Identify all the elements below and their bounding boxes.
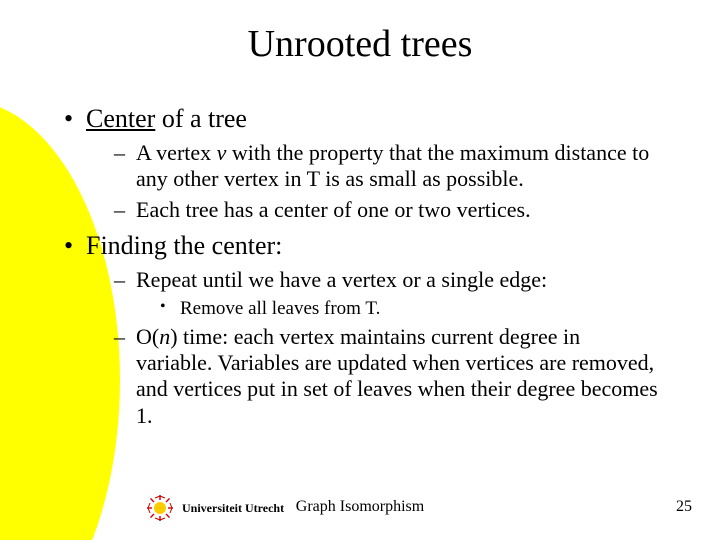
bullet-center-count: Each tree has a center of one or two ver… — [136, 197, 660, 223]
text-bigo-pre: O( — [136, 324, 159, 349]
bullet-remove-leaves: Remove all leaves from T. — [180, 298, 660, 320]
bullet-finding-center: Finding the center: — [86, 231, 680, 261]
text-v-italic: v — [217, 140, 227, 165]
bullet-vertex-definition: A vertex v with the property that the ma… — [136, 140, 660, 193]
text-of-a-tree: of a tree — [155, 104, 247, 133]
text-bigo-post: ) time: each vertex maintains current de… — [136, 324, 658, 428]
bullet-repeat: Repeat until we have a vertex or a singl… — [136, 267, 660, 293]
footer-topic: Graph Isomorphism — [0, 498, 720, 516]
slide-content: Unrooted trees Center of a tree A vertex… — [0, 0, 720, 429]
text-n-italic: n — [159, 324, 170, 349]
text-a-vertex: A vertex — [136, 140, 217, 165]
text-center: Center — [86, 104, 155, 133]
page-number: 25 — [676, 498, 692, 516]
slide-footer: Universiteit Utrecht Graph Isomorphism 2… — [0, 478, 720, 528]
bullet-center-of-tree: Center of a tree — [86, 104, 680, 134]
bullet-complexity: O(n) time: each vertex maintains current… — [136, 324, 660, 430]
slide-title: Unrooted trees — [40, 22, 680, 66]
